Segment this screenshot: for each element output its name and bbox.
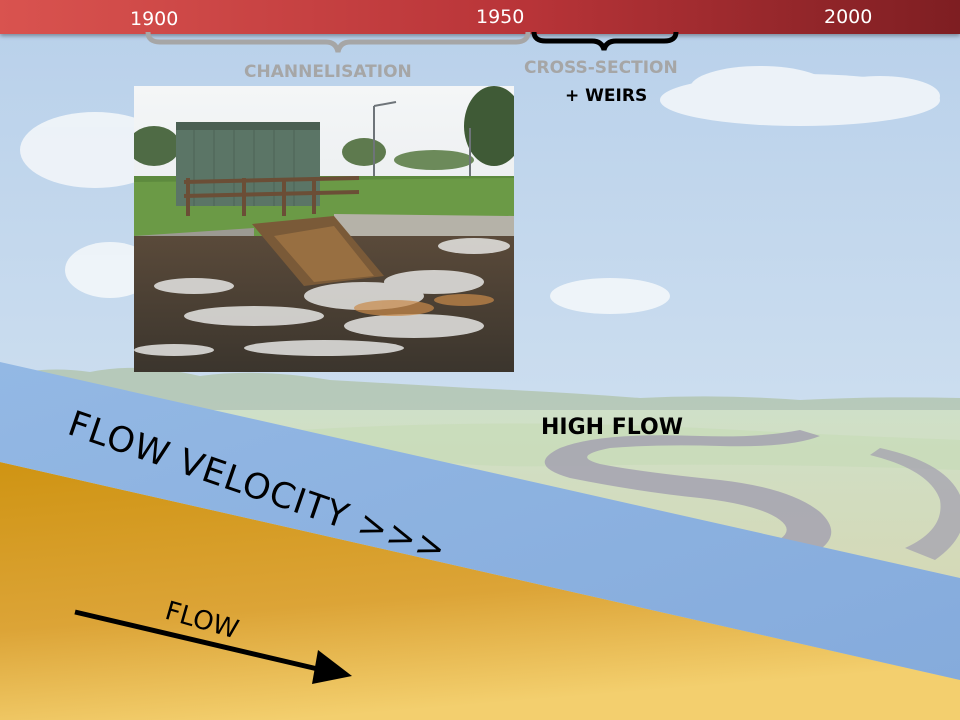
meander-river [544, 430, 832, 560]
year-2000: 2000 [824, 6, 873, 28]
velocity-band [0, 362, 960, 680]
year-1950: 1950 [476, 6, 525, 28]
cloud [20, 66, 940, 314]
period-cross-section: CROSS-SECTION [524, 58, 678, 78]
timeline-bar [0, 0, 960, 34]
timeline-brace-icon [145, 31, 679, 53]
high-flow-label: HIGH FLOW [541, 415, 683, 440]
period-weirs: + WEIRS [565, 86, 648, 106]
year-1900: 1900 [130, 8, 179, 30]
soil-layer [0, 462, 960, 720]
weir-photo [134, 86, 514, 372]
flow-arrow-icon [74, 609, 352, 684]
period-channelisation: CHANNELISATION [244, 62, 412, 82]
